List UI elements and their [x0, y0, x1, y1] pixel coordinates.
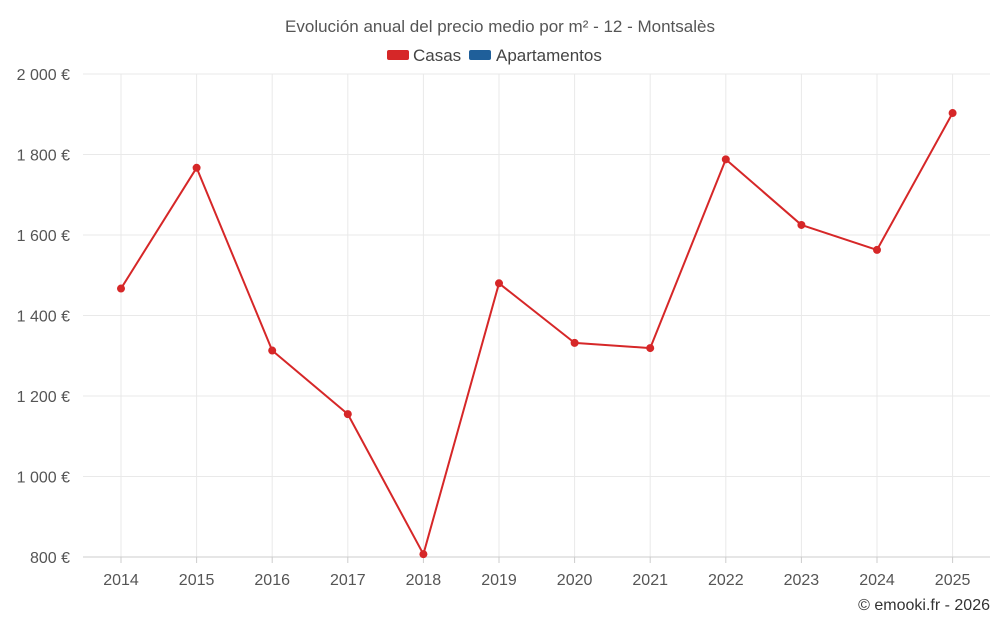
x-tick-label: 2021 [632, 572, 668, 589]
data-point-casas-2017[interactable] [343, 410, 352, 419]
data-point-casas-2018[interactable] [419, 550, 428, 559]
x-tick-label: 2025 [935, 572, 971, 589]
data-point-casas-2023[interactable] [797, 220, 806, 229]
y-tick-label: 2 000 € [17, 67, 70, 84]
x-tick-label: 2014 [103, 572, 139, 589]
x-tick-label: 2015 [179, 572, 215, 589]
y-tick-label: 1 200 € [17, 389, 70, 406]
data-point-casas-2024[interactable] [873, 245, 881, 254]
legend-label-apartamentos: Apartamentos [496, 46, 602, 65]
x-axis-labels: 2014 2015 2016 2017 2018 2019 2020 2021 2022 2023… [103, 572, 970, 589]
x-tick-label: 2018 [406, 572, 442, 589]
data-point-casas-2019[interactable] [495, 279, 503, 288]
data-point-casas-2025[interactable] [948, 109, 957, 118]
legend-swatch-apartamentos [469, 50, 491, 60]
legend-item-casas[interactable]: Casas [387, 46, 461, 65]
y-tick-label: 1 000 € [17, 470, 70, 487]
x-gridlines [120, 74, 954, 563]
x-tick-label: 2017 [330, 572, 366, 589]
chart-title: Evolución anual del precio medio por m² … [285, 17, 715, 36]
x-tick-label: 2022 [708, 572, 744, 589]
legend: Casas Apartamentos [387, 46, 602, 65]
x-tick-label: 2024 [859, 572, 895, 589]
series-line-casas [120, 112, 954, 556]
data-point-casas-2022[interactable] [721, 155, 730, 164]
data-point-casas-2016[interactable] [268, 346, 277, 355]
data-point-casas-2021[interactable] [646, 344, 655, 353]
y-axis-labels: 800 € 1 000 € 1 200 € 1 400 € 1 600 € 1 800 €… [17, 67, 70, 567]
x-tick-label: 2019 [481, 572, 517, 589]
y-tick-label: 1 400 € [17, 309, 70, 326]
y-tick-label: 1 800 € [17, 148, 70, 165]
y-gridlines [83, 73, 990, 558]
data-point-casas-2020[interactable] [570, 338, 579, 347]
legend-swatch-casas [387, 50, 409, 60]
credit-text: © emooki.fr - 2026 [858, 597, 990, 614]
x-tick-label: 2023 [784, 572, 820, 589]
series-layer [117, 109, 957, 559]
data-point-casas-2015[interactable] [192, 163, 201, 172]
x-tick-label: 2020 [557, 572, 593, 589]
legend-item-apartamentos[interactable]: Apartamentos [469, 46, 602, 65]
x-tick-label: 2016 [254, 572, 290, 589]
legend-label-casas: Casas [413, 46, 461, 65]
y-tick-label: 800 € [30, 550, 70, 567]
y-tick-label: 1 600 € [17, 228, 70, 245]
data-point-casas-2014[interactable] [117, 284, 125, 293]
